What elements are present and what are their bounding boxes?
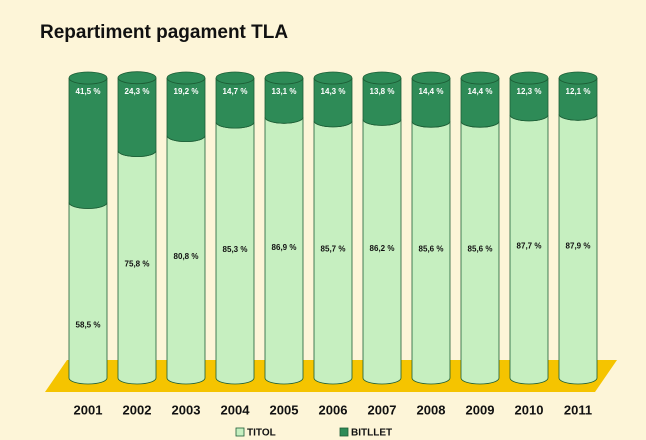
value-label: 14,7 % [223, 87, 248, 96]
x-tick-label: 2009 [466, 402, 495, 417]
bar-top [117, 71, 157, 85]
value-label: 85,3 % [223, 245, 248, 254]
x-tick-label: 2011 [564, 402, 592, 417]
x-tick-label: 2008 [417, 402, 446, 417]
bar-top [460, 71, 500, 85]
value-label: 24,3 % [125, 87, 150, 96]
legend-swatch [339, 427, 349, 437]
value-label: 14,4 % [468, 87, 493, 96]
bar-top [264, 71, 304, 85]
value-label: 87,7 % [517, 242, 542, 251]
value-label: 41,5 % [76, 87, 101, 96]
value-label: 13,8 % [370, 87, 395, 96]
bar-top [166, 71, 206, 85]
x-tick-label: 2001 [74, 402, 103, 417]
bar-segment [460, 77, 500, 128]
bar-top [362, 71, 402, 85]
bar-segment [68, 77, 108, 209]
value-label: 19,2 % [174, 87, 199, 96]
value-label: 14,4 % [419, 87, 444, 96]
value-label: 85,6 % [468, 245, 493, 254]
bar-segment [215, 77, 255, 129]
bar-segment [264, 77, 304, 124]
value-label: 86,2 % [370, 244, 395, 253]
bar-top [313, 71, 353, 85]
bar-top [215, 71, 255, 85]
bar-segment [509, 77, 549, 122]
value-label: 86,9 % [272, 243, 297, 252]
value-label: 12,3 % [517, 87, 542, 96]
bar-segment [68, 202, 108, 385]
x-tick-label: 2005 [270, 402, 299, 417]
chart-title: Repartiment pagament TLA [40, 22, 288, 43]
value-label: 87,9 % [566, 241, 591, 250]
value-label: 80,8 % [174, 252, 199, 261]
value-label: 13,1 % [272, 87, 297, 96]
x-tick-label: 2003 [172, 402, 201, 417]
value-label: 85,6 % [419, 245, 444, 254]
legend-label: BITLLET [351, 428, 392, 439]
x-tick-label: 2010 [515, 402, 544, 417]
value-label: 58,5 % [76, 320, 101, 329]
value-label: 85,7 % [321, 245, 346, 254]
x-tick-label: 2007 [368, 402, 397, 417]
value-label: 12,1 % [566, 87, 591, 96]
bar-top [558, 71, 598, 85]
bar-top [411, 71, 451, 85]
bar-top [509, 71, 549, 85]
bar-segment [411, 77, 451, 128]
bar-top [68, 71, 108, 85]
x-tick-label: 2004 [221, 402, 251, 417]
x-tick-label: 2006 [319, 402, 348, 417]
bar-segment [362, 77, 402, 126]
value-label: 75,8 % [125, 259, 150, 268]
bar-segment [313, 77, 353, 128]
legend-label: TITOL [247, 428, 276, 439]
x-tick-label: 2002 [123, 402, 152, 417]
legend-swatch [235, 427, 245, 437]
value-label: 14,3 % [321, 87, 346, 96]
